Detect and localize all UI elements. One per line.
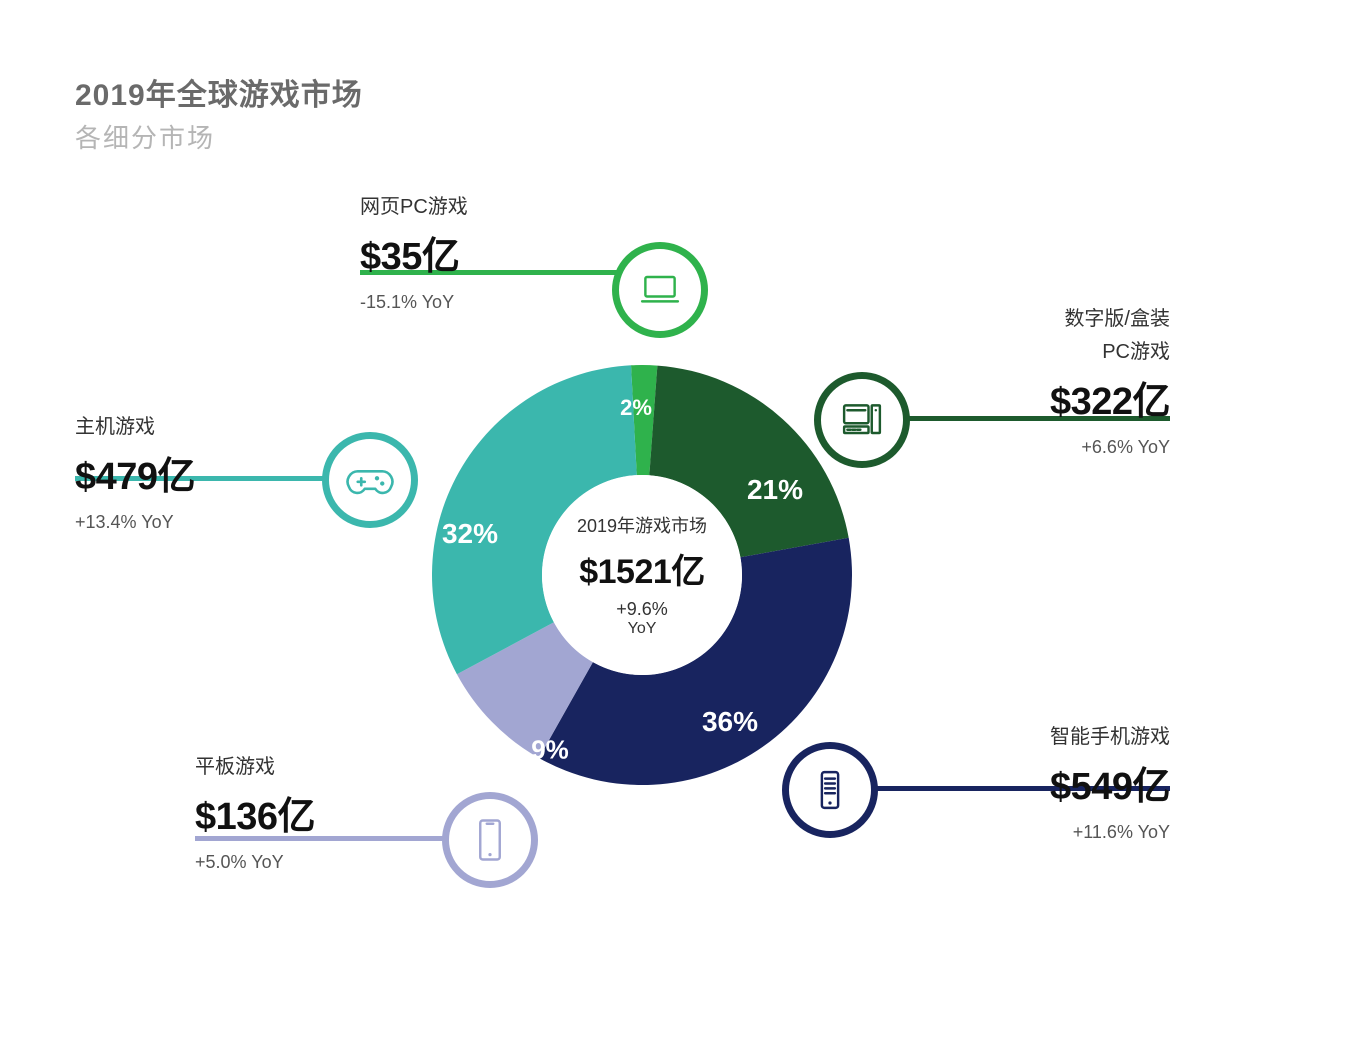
segment-title: 平板游戏 <box>195 750 455 779</box>
page-subtitle: 各细分市场 <box>75 118 215 155</box>
segment-value: $136亿 <box>195 785 455 840</box>
segment-title-2: PC游戏 <box>1000 335 1170 364</box>
page-title: 2019年全球游戏市场 <box>75 70 363 114</box>
chart-center-hub: 2019年游戏市场 $1521亿 +9.6% YoY <box>542 475 742 675</box>
gamepad-icon <box>322 432 418 528</box>
segment-value: $322亿 <box>1000 370 1170 425</box>
callout-tablet: 平板游戏 $136亿 +5.0% YoY <box>195 750 455 873</box>
segment-title: 智能手机游戏 <box>970 720 1170 749</box>
desktop-icon <box>814 372 910 468</box>
center-line1: 2019年游戏市场 <box>577 512 707 538</box>
segment-title: 数字版/盒装 <box>1000 302 1170 331</box>
callout-browser_pc: 网页PC游戏 $35亿 -15.1% YoY <box>360 190 660 313</box>
segment-title: 主机游戏 <box>75 410 335 439</box>
segment-yoy: +13.4% YoY <box>75 512 335 533</box>
segment-value: $479亿 <box>75 445 335 500</box>
segment-value: $549亿 <box>970 755 1170 810</box>
donut-chart: 2019年游戏市场 $1521亿 +9.6% YoY <box>432 365 852 785</box>
pct-label-digital_pc: 21% <box>747 474 803 506</box>
pct-label-tablet: 9% <box>531 735 569 766</box>
tablet-icon <box>442 792 538 888</box>
pct-label-smartphone: 36% <box>702 706 758 738</box>
segment-yoy: +5.0% YoY <box>195 852 455 873</box>
center-value: $1521亿 <box>579 544 705 593</box>
pct-label-browser_pc: 2% <box>620 395 652 421</box>
pct-label-console: 32% <box>442 518 498 550</box>
segment-yoy: +6.6% YoY <box>1000 437 1170 458</box>
phone-icon <box>782 742 878 838</box>
segment-value: $35亿 <box>360 225 660 280</box>
segment-title: 网页PC游戏 <box>360 190 660 219</box>
callout-console: 主机游戏 $479亿 +13.4% YoY <box>75 410 335 533</box>
segment-yoy: +11.6% YoY <box>970 822 1170 843</box>
callout-digital_pc: 数字版/盒装 PC游戏 $322亿 +6.6% YoY <box>1000 302 1170 458</box>
center-growth-suffix: YoY <box>628 620 657 638</box>
callout-smartphone: 智能手机游戏 $549亿 +11.6% YoY <box>970 720 1170 843</box>
center-growth: +9.6% <box>616 599 668 620</box>
segment-yoy: -15.1% YoY <box>360 292 660 313</box>
